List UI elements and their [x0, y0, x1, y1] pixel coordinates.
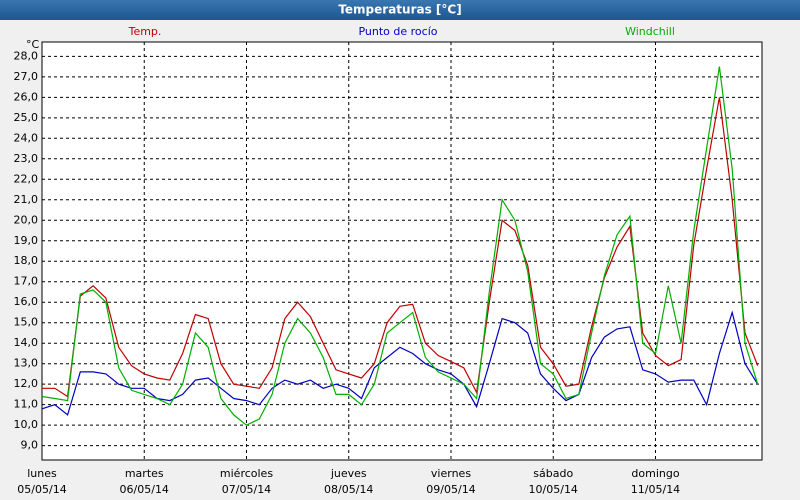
x-tick-date: 09/05/14	[426, 483, 475, 496]
y-tick-label: 13,0	[14, 357, 39, 370]
x-tick-date: 10/05/14	[529, 483, 578, 496]
x-tick-label: jueves	[330, 467, 367, 480]
y-tick-label: 21,0	[14, 193, 39, 206]
y-tick-label: 12,0	[14, 377, 39, 390]
x-tick-label: viernes	[431, 467, 471, 480]
x-tick-date: 06/05/14	[120, 483, 169, 496]
legend-entry: Punto de rocío	[358, 25, 437, 38]
x-tick-label: sábado	[533, 467, 573, 480]
x-tick-label: lunes	[27, 467, 57, 480]
y-tick-label: 11,0	[14, 398, 39, 411]
y-axis-label: °C	[26, 38, 40, 51]
legend-entry: Windchill	[625, 25, 675, 38]
plot-area	[41, 41, 763, 461]
y-tick-label: 27,0	[14, 70, 39, 83]
series-line	[41, 310, 759, 416]
y-tick-label: 17,0	[14, 275, 39, 288]
y-tick-label: 20,0	[14, 213, 39, 226]
y-tick-label: 16,0	[14, 295, 39, 308]
y-tick-label: 9,0	[21, 439, 39, 452]
legend-entry: Temp.	[128, 25, 162, 38]
y-tick-label: 14,0	[14, 336, 39, 349]
y-tick-label: 24,0	[14, 131, 39, 144]
x-tick-date: 11/05/14	[631, 483, 680, 496]
y-tick-label: 19,0	[14, 234, 39, 247]
y-tick-label: 23,0	[14, 152, 39, 165]
y-tick-label: 10,0	[14, 418, 39, 431]
x-tick-date: 05/05/14	[17, 483, 66, 496]
y-tick-label: 18,0	[14, 254, 39, 267]
x-tick-label: domingo	[631, 467, 679, 480]
y-tick-label: 28,0	[14, 49, 39, 62]
y-tick-label: 15,0	[14, 316, 39, 329]
x-tick-label: martes	[125, 467, 164, 480]
x-tick-label: miércoles	[220, 467, 273, 480]
chart-title: Temperaturas [°C]	[338, 3, 461, 17]
title-bar	[0, 0, 800, 20]
series-line	[41, 66, 759, 426]
y-tick-label: 26,0	[14, 90, 39, 103]
x-tick-date: 07/05/14	[222, 483, 271, 496]
y-tick-label: 22,0	[14, 172, 39, 185]
y-tick-label: 25,0	[14, 111, 39, 124]
x-tick-date: 08/05/14	[324, 483, 373, 496]
